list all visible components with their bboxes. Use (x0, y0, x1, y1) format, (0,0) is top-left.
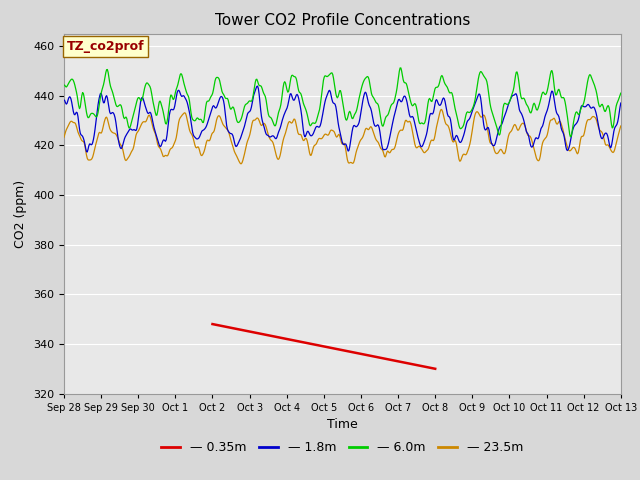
Y-axis label: CO2 (ppm): CO2 (ppm) (15, 180, 28, 248)
Text: TZ_co2prof: TZ_co2prof (67, 40, 145, 53)
X-axis label: Time: Time (327, 418, 358, 431)
Legend: — 0.35m, — 1.8m, — 6.0m, — 23.5m: — 0.35m, — 1.8m, — 6.0m, — 23.5m (156, 436, 529, 459)
Title: Tower CO2 Profile Concentrations: Tower CO2 Profile Concentrations (214, 13, 470, 28)
